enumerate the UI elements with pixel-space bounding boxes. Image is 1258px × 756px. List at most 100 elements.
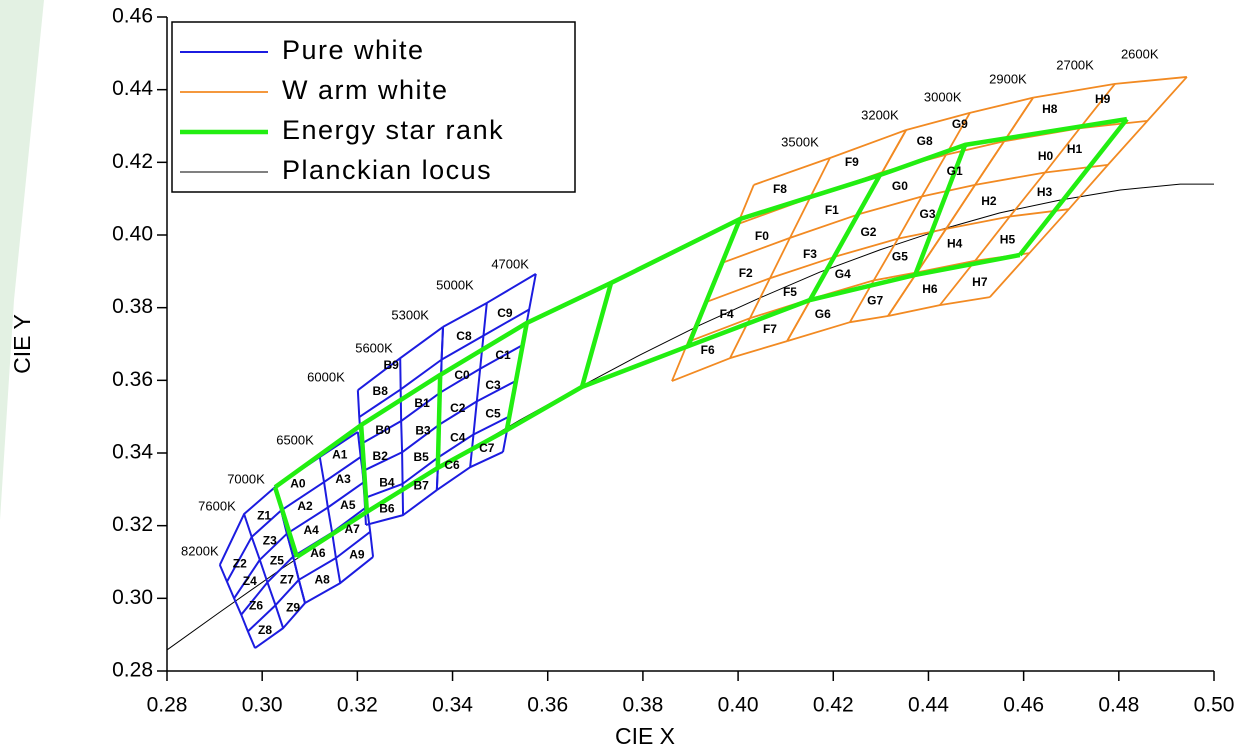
cct-label: 3000K — [924, 89, 962, 104]
bin-label: H3 — [1037, 185, 1053, 199]
cct-label: 7000K — [227, 471, 265, 486]
x-axis-title: CIE X — [615, 723, 675, 749]
grid-column — [504, 322, 529, 431]
grid-column — [435, 374, 443, 468]
grid-column — [887, 97, 1034, 317]
x-tick-label: 0.36 — [527, 694, 568, 717]
bin-label: B0 — [375, 423, 391, 437]
grid-column — [358, 424, 370, 513]
x-tick-label: 0.44 — [908, 694, 949, 717]
bin-label: F2 — [739, 266, 753, 280]
legend-label: Pure white — [282, 35, 425, 65]
x-tick-label: 0.32 — [337, 694, 378, 717]
cct-label: 2600K — [1121, 47, 1159, 62]
y-tick-label: 0.32 — [112, 513, 153, 536]
bin-label: A9 — [349, 547, 365, 561]
x-tick-label: 0.50 — [1194, 694, 1235, 717]
bin-label: A7 — [344, 522, 360, 536]
bin-label: B4 — [379, 476, 395, 490]
bin-label: H6 — [922, 282, 938, 296]
cct-label: 5600K — [355, 341, 393, 356]
grid-row — [887, 296, 990, 317]
bin-label: H2 — [981, 194, 997, 208]
bin-label: F5 — [783, 285, 797, 299]
y-tick-label: 0.36 — [112, 368, 153, 391]
x-tick-label: 0.42 — [813, 694, 854, 717]
bin-label: C2 — [450, 401, 466, 415]
grid-column — [1018, 117, 1129, 257]
bin-label: A2 — [297, 499, 313, 513]
legend-box — [171, 21, 576, 193]
grid-column — [686, 218, 743, 348]
bin-label: Z7 — [280, 572, 294, 586]
cct-label: 3500K — [781, 135, 819, 150]
bin-label: G4 — [835, 267, 851, 281]
bin-label: A5 — [340, 498, 356, 512]
legend-label: Energy star rank — [282, 115, 504, 145]
bin-label: G5 — [892, 249, 908, 263]
bin-label: Z2 — [233, 556, 247, 570]
bin-label: H1 — [1067, 142, 1083, 156]
cct-label: 3200K — [861, 108, 899, 123]
legend-label: W arm white — [282, 75, 449, 105]
grid-column — [989, 76, 1188, 298]
grid-row — [295, 252, 1021, 559]
bin-label: H9 — [1095, 92, 1111, 106]
bin-label: B8 — [373, 384, 389, 398]
bin-label: G0 — [892, 179, 908, 193]
bin-label: A6 — [310, 546, 326, 560]
cct-label: 7600K — [198, 499, 236, 514]
bin-label: Z3 — [263, 533, 277, 547]
bin-label: Z4 — [243, 574, 257, 588]
cct-label: 5000K — [436, 277, 474, 292]
y-tick-label: 0.28 — [112, 659, 153, 682]
bin-label: C8 — [456, 329, 472, 343]
y-axis-title: CIE Y — [9, 314, 35, 374]
y-tick-label: 0.30 — [112, 586, 153, 609]
bin-label: G3 — [919, 207, 935, 221]
bin-label: H7 — [972, 275, 988, 289]
bin-label: A4 — [304, 523, 320, 537]
cct-label: 8200K — [181, 544, 219, 559]
bin-label: C6 — [444, 458, 460, 472]
cct-label: 2700K — [1056, 57, 1094, 72]
bin-label: B3 — [415, 424, 431, 438]
bin-label: C0 — [454, 368, 470, 382]
bin-label: H0 — [1038, 149, 1054, 163]
grid-column — [939, 83, 1116, 306]
grid-column — [913, 144, 968, 276]
grid-column — [218, 564, 256, 649]
bin-label: F8 — [773, 182, 787, 196]
grid-row — [786, 315, 889, 342]
bin-label: B1 — [414, 396, 430, 410]
bin-label: F4 — [720, 307, 734, 321]
legend-label: Planckian locus — [282, 155, 492, 185]
grid-column — [469, 302, 488, 468]
bin-label: G7 — [867, 293, 883, 307]
x-tick-label: 0.46 — [1003, 694, 1044, 717]
bin-label: C4 — [450, 431, 466, 445]
y-tick-label: 0.42 — [112, 150, 153, 173]
bin-label: G8 — [917, 134, 933, 148]
bin-label: C5 — [485, 407, 501, 421]
bin-label: F9 — [845, 155, 859, 169]
x-tick-label: 0.40 — [718, 694, 759, 717]
bin-label: C7 — [479, 441, 495, 455]
bin-label: F3 — [803, 247, 817, 261]
y-tick-label: 0.44 — [112, 77, 153, 100]
cct-label: 6000K — [307, 370, 345, 385]
bin-label: A3 — [335, 472, 351, 486]
grid-row — [753, 129, 907, 186]
bin-label: B9 — [383, 358, 399, 372]
cct-label: 6500K — [276, 432, 314, 447]
bin-label: C1 — [495, 348, 511, 362]
y-tick-label: 0.38 — [112, 295, 153, 318]
x-tick-label: 0.48 — [1098, 694, 1139, 717]
cct-label: 4700K — [491, 257, 529, 272]
bin-label: H8 — [1042, 102, 1058, 116]
bin-label: H4 — [947, 236, 963, 250]
x-tick-label: 0.38 — [622, 694, 663, 717]
bin-label: G2 — [860, 225, 876, 239]
